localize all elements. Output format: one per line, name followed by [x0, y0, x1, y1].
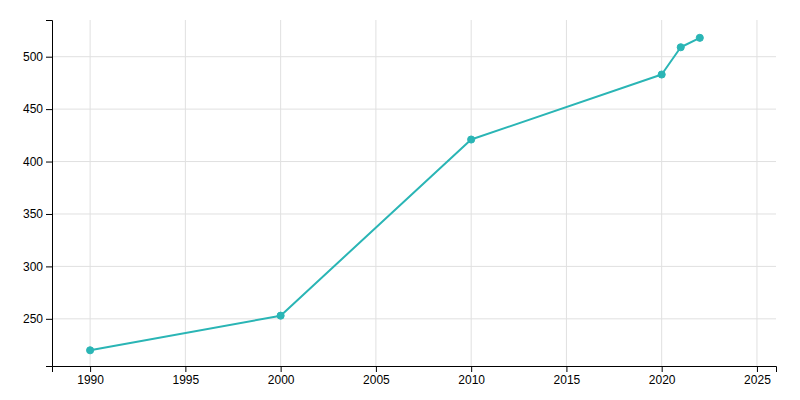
- tick-mark: [46, 214, 52, 215]
- marker: [87, 347, 94, 354]
- tick: 2015: [554, 366, 581, 387]
- tick-mark: [281, 366, 282, 372]
- tick-label: 2010: [458, 373, 485, 387]
- line: [90, 38, 700, 350]
- tick-label: 2020: [649, 373, 676, 387]
- tick: 300: [23, 260, 52, 274]
- grid-line: [52, 266, 776, 267]
- tick-mark: [46, 109, 52, 110]
- grid: [52, 20, 776, 366]
- tick: 1990: [77, 366, 104, 387]
- tick-label: 2015: [554, 373, 581, 387]
- tick-mark: [757, 366, 758, 372]
- tick-mark: [46, 57, 52, 58]
- grid-line: [185, 20, 186, 366]
- grid-line: [52, 161, 776, 162]
- tick: 400: [23, 155, 52, 169]
- axis-line: [53, 367, 777, 373]
- grid-line: [566, 20, 567, 366]
- marker: [468, 136, 475, 143]
- tick: 1995: [173, 366, 200, 387]
- tick-label: 2000: [268, 373, 295, 387]
- tick-mark: [46, 319, 52, 320]
- marker: [696, 34, 703, 41]
- tick: 2025: [744, 366, 771, 387]
- marker: [658, 71, 665, 78]
- tick-label: 1995: [173, 373, 200, 387]
- tick-mark: [376, 366, 377, 372]
- chart: 1990 1995 2000 2005 2010 2015 2020 2025 250 300 35…: [0, 0, 800, 400]
- grid-line: [375, 20, 376, 366]
- tick-label: 450: [23, 102, 43, 116]
- tick: 2010: [458, 366, 485, 387]
- tick-label: 500: [23, 50, 43, 64]
- grid-line: [52, 109, 776, 110]
- tick-label: 2005: [363, 373, 390, 387]
- tick: 500: [23, 50, 52, 64]
- x-axis: 1990 1995 2000 2005 2010 2015 2020 2025: [53, 366, 777, 387]
- marker: [277, 312, 284, 319]
- tick: 2020: [649, 366, 676, 387]
- marks: [87, 34, 704, 354]
- tick-mark: [46, 162, 52, 163]
- tick-mark: [471, 366, 472, 372]
- grid-line: [90, 20, 91, 366]
- tick-mark: [662, 366, 663, 372]
- tick: 2000: [268, 366, 295, 387]
- tick-label: 2025: [744, 373, 771, 387]
- grid-line: [52, 318, 776, 319]
- grid-line: [471, 20, 472, 366]
- tick-label: 1990: [77, 373, 104, 387]
- tick: 250: [23, 312, 52, 326]
- tick-mark: [46, 266, 52, 267]
- axis-line: [46, 21, 53, 367]
- tick-mark: [566, 366, 567, 372]
- plot: 1990 1995 2000 2005 2010 2015 2020 2025 250 300 35…: [23, 20, 777, 387]
- tick-label: 400: [23, 155, 43, 169]
- tick-label: 250: [23, 312, 43, 326]
- tick-label: 300: [23, 260, 43, 274]
- grid-line: [52, 213, 776, 214]
- tick-mark: [185, 366, 186, 372]
- tick: 2005: [363, 366, 390, 387]
- tick: 350: [23, 207, 52, 221]
- grid-line: [756, 20, 757, 366]
- tick-mark: [90, 366, 91, 372]
- tick-label: 350: [23, 207, 43, 221]
- marker: [677, 44, 684, 51]
- grid-line: [52, 56, 776, 57]
- y-axis: 250 300 350 400 450 500: [23, 21, 53, 367]
- tick: 450: [23, 102, 52, 116]
